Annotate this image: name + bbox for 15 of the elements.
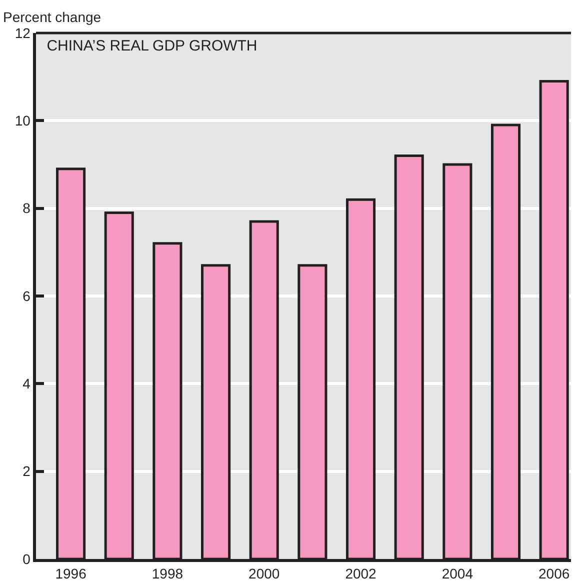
y-tick-label: 12 [14, 24, 31, 41]
x-tick-label: 2006 [538, 566, 570, 582]
y-tick-label: 4 [22, 376, 31, 392]
x-tick-label: 1996 [55, 566, 87, 582]
y-tick-label: 0 [22, 550, 31, 567]
y-tick-label: 6 [22, 288, 31, 304]
x-tick-label: 2004 [442, 566, 474, 582]
y-tick-label: 10 [14, 112, 31, 129]
x-tick-label: 2002 [345, 566, 377, 582]
x-tick-label: 2000 [248, 566, 280, 582]
y-axis-title: Percent change [3, 9, 102, 25]
chart-title: CHINA’S REAL GDP GROWTH [46, 37, 258, 54]
y-tick-label: 2 [22, 463, 31, 480]
x-tick-label: 1998 [152, 566, 184, 582]
y-tick-label: 8 [22, 200, 31, 216]
